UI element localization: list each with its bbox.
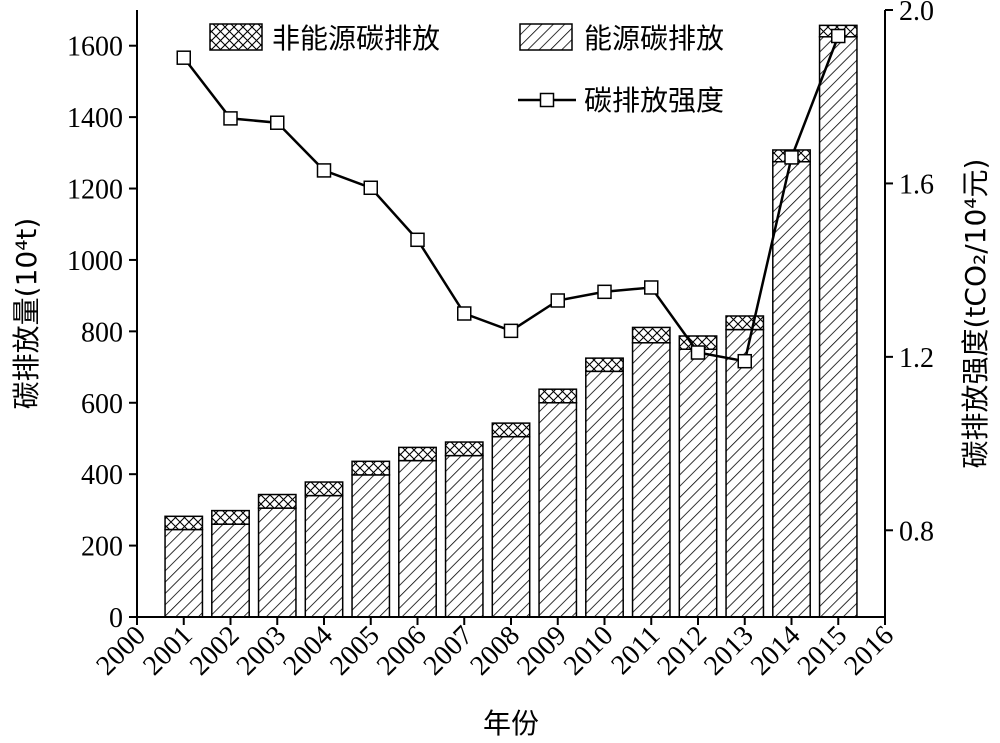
legend-marker-intensity xyxy=(539,92,555,108)
intensity-point-2008 xyxy=(503,323,519,339)
left-tick-label: 1000 xyxy=(67,246,123,277)
x-tick-label: 2013 xyxy=(698,620,760,682)
right-tick-label: 2.0 xyxy=(899,0,934,27)
intensity-point-2001 xyxy=(176,50,191,65)
intensity-point-2002 xyxy=(223,111,238,126)
bar-energy-2013 xyxy=(725,328,765,618)
x-tick-label: 2007 xyxy=(418,620,480,682)
intensity-line-layer xyxy=(176,28,846,369)
bar-nonenergy-2003 xyxy=(257,493,297,509)
bars-layer xyxy=(164,24,858,618)
x-tick-label: 2010 xyxy=(558,620,620,682)
x-tick-label: 2001 xyxy=(137,620,199,682)
x-tick-label: 2000 xyxy=(90,620,152,682)
intensity-point-2014 xyxy=(784,150,799,165)
legend-label-nonenergy: 非能源碳排放 xyxy=(272,22,440,55)
x-tick-label: 2016 xyxy=(838,620,900,682)
left-axis-title: 碳排放量(10⁴t) xyxy=(10,218,43,410)
bar-energy-2005 xyxy=(351,474,391,618)
x-tick-label: 2015 xyxy=(792,620,854,682)
bar-energy-2006 xyxy=(398,459,437,618)
left-tick-label: 1600 xyxy=(67,32,123,63)
left-tick-label: 200 xyxy=(81,532,123,563)
bar-energy-2009 xyxy=(538,402,578,618)
x-tick-label: 2002 xyxy=(184,620,246,682)
left-tick-label: 0 xyxy=(109,603,123,634)
bar-nonenergy-2011 xyxy=(631,326,671,344)
bar-nonenergy-2013 xyxy=(725,315,765,331)
x-axis-title: 年份 xyxy=(483,707,539,740)
x-tick-label: 2003 xyxy=(231,620,293,682)
bar-nonenergy-2001 xyxy=(164,515,204,531)
intensity-point-2003 xyxy=(270,115,285,130)
bar-energy-2015 xyxy=(818,36,858,618)
intensity-point-2006 xyxy=(410,232,425,248)
right-axis-title: 碳排放强度(tCO₂/10⁴元) xyxy=(959,159,992,469)
bar-energy-2008 xyxy=(491,435,531,618)
intensity-point-2013 xyxy=(737,353,752,369)
intensity-point-2012 xyxy=(690,345,706,360)
intensity-point-2010 xyxy=(597,284,612,300)
intensity-point-2005 xyxy=(363,180,378,196)
x-tick-label: 2012 xyxy=(651,620,713,682)
intensity-point-2007 xyxy=(457,306,472,321)
bar-energy-2003 xyxy=(257,507,297,618)
bar-energy-2001 xyxy=(164,528,204,618)
right-tick-label: 1.2 xyxy=(899,343,934,374)
left-tick-label: 600 xyxy=(81,389,123,420)
legend-label-energy: 能源碳排放 xyxy=(584,22,724,55)
x-tick-label: 2011 xyxy=(605,620,666,681)
bar-energy-2002 xyxy=(211,523,250,618)
left-tick-label: 800 xyxy=(81,317,123,348)
x-tick-label: 2009 xyxy=(511,620,573,682)
right-tick-label: 0.8 xyxy=(899,516,934,547)
bar-energy-2012 xyxy=(678,348,718,618)
bar-nonenergy-2009 xyxy=(538,388,578,404)
bar-nonenergy-2005 xyxy=(351,460,391,476)
x-tick-label: 2008 xyxy=(464,620,526,682)
intensity-point-2009 xyxy=(550,293,565,308)
intensity-point-2004 xyxy=(316,163,332,178)
x-tick-label: 2014 xyxy=(745,620,807,682)
bar-nonenergy-2010 xyxy=(585,357,624,373)
left-tick-label: 1400 xyxy=(67,103,123,134)
bar-nonenergy-2004 xyxy=(304,481,344,497)
legend-label-intensity: 碳排放强度 xyxy=(584,84,724,117)
bar-energy-2004 xyxy=(304,494,344,618)
intensity-point-2011 xyxy=(644,280,659,295)
bar-nonenergy-2002 xyxy=(211,509,250,525)
left-tick-label: 1200 xyxy=(67,175,123,206)
bar-nonenergy-2007 xyxy=(444,441,484,457)
bar-energy-2007 xyxy=(444,454,484,618)
x-tick-label: 2004 xyxy=(277,620,339,682)
bar-nonenergy-2006 xyxy=(398,446,437,462)
bar-energy-2010 xyxy=(585,370,624,618)
legend-swatch-nonenergy xyxy=(209,23,263,51)
bar-energy-2011 xyxy=(631,342,671,618)
legend-swatch-energy xyxy=(519,23,573,51)
left-tick-label: 400 xyxy=(81,460,123,491)
intensity-point-2015 xyxy=(831,28,846,44)
intensity-series-line xyxy=(182,35,840,363)
right-tick-label: 1.6 xyxy=(899,169,934,200)
bar-energy-2014 xyxy=(772,161,811,618)
x-tick-label: 2006 xyxy=(371,620,433,682)
bar-nonenergy-2008 xyxy=(491,422,531,438)
x-tick-label: 2005 xyxy=(324,620,386,682)
